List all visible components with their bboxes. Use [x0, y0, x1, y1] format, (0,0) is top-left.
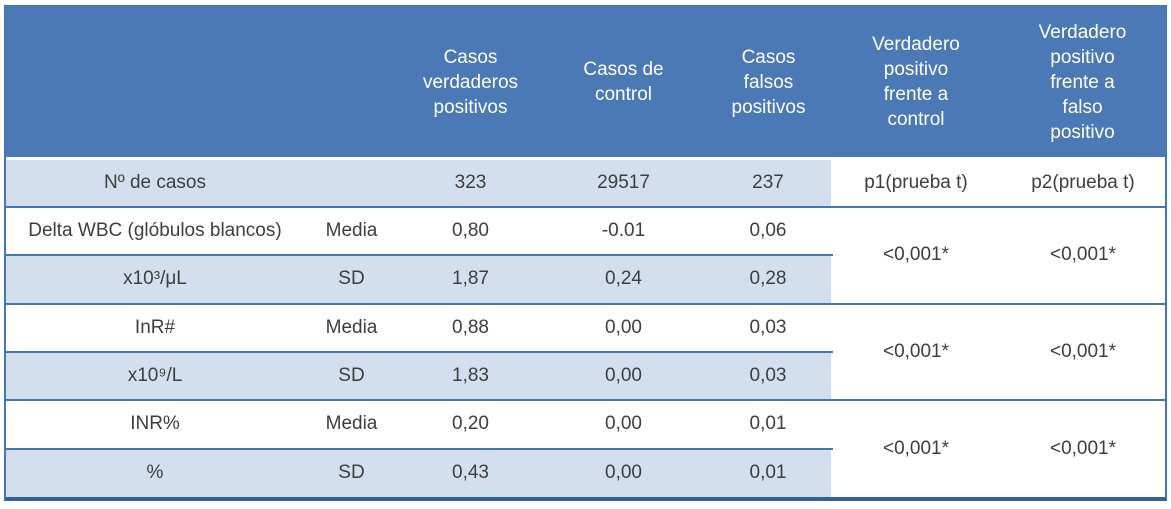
group1-media-tp: 0,80 — [399, 206, 542, 257]
group2-p2-value: <0,001* — [999, 303, 1165, 402]
header-true-positive: Casos verdaderos positivos — [399, 7, 542, 160]
group1-sd-row: x10³/μL SD 1,87 0,24 0,28 — [6, 255, 1165, 305]
group3-name-label: INR% — [6, 400, 304, 450]
group2-sd-control: 0,00 — [542, 351, 705, 402]
group2-sd-stat: SD — [304, 351, 399, 402]
group3-media-tp: 0,20 — [399, 400, 542, 450]
group1-unit-label: x10³/μL — [6, 255, 304, 305]
group1-sd-tp: 1,87 — [399, 255, 542, 305]
group2-media-row: InR# Media 0,88 0,00 0,03 <0,001* <0,001… — [6, 303, 1165, 402]
group2-media-tp: 0,88 — [399, 303, 542, 353]
group1-media-control: -0.01 — [542, 206, 705, 257]
statistics-table: Casos verdaderos positivos Casos de cont… — [6, 7, 1165, 497]
statistics-table-container: Casos verdaderos positivos Casos de cont… — [4, 5, 1167, 501]
group2-name-label: InR# — [6, 303, 304, 353]
header-false-positive: Casos falsos positivos — [705, 7, 832, 160]
group2-media-stat: Media — [304, 303, 399, 353]
group2-unit-label: x10⁹/L — [6, 351, 304, 402]
group2-media-fp: 0,03 — [705, 303, 832, 353]
header-empty-stat — [304, 7, 399, 160]
header-control: Casos de control — [542, 7, 705, 160]
group3-media-control: 0,00 — [542, 400, 705, 450]
count-row-label: Nº de casos — [6, 158, 304, 208]
group2-sd-tp: 1,83 — [399, 351, 542, 402]
group3-media-stat: Media — [304, 400, 399, 450]
group3-p1-value: <0,001* — [831, 400, 1000, 497]
count-row: Nº de casos 323 29517 237 p1(prueba t) p… — [6, 158, 1165, 208]
group2-sd-row: x10⁹/L SD 1,83 0,00 0,03 — [6, 351, 1165, 402]
count-p1-label: p1(prueba t) — [831, 158, 1000, 208]
group3-sd-stat: SD — [304, 448, 399, 497]
group1-media-stat: Media — [304, 206, 399, 257]
count-control: 29517 — [542, 158, 705, 208]
group1-media-fp: 0,06 — [705, 206, 832, 257]
group1-sd-stat: SD — [304, 255, 399, 305]
group1-p1-value: <0,001* — [831, 206, 1000, 305]
group1-name-label: Delta WBC (glóbulos blancos) — [6, 206, 304, 257]
group2-media-control: 0,00 — [542, 303, 705, 353]
group1-p2-value: <0,001* — [999, 206, 1165, 305]
group3-sd-fp: 0,01 — [705, 448, 832, 497]
count-row-spacer — [304, 158, 399, 208]
count-p2-label: p2(prueba t) — [999, 158, 1165, 208]
group3-sd-control: 0,00 — [542, 448, 705, 497]
group3-sd-row: % SD 0,43 0,00 0,01 — [6, 448, 1165, 497]
group3-media-fp: 0,01 — [705, 400, 832, 450]
group2-p1-value: <0,001* — [831, 303, 1000, 402]
header-tp-vs-control: Verdadero positivo frente a control — [832, 7, 1000, 160]
count-false-positive: 237 — [705, 158, 832, 208]
header-empty-label — [6, 7, 304, 160]
group3-media-row: INR% Media 0,20 0,00 0,01 <0,001* <0,001… — [6, 400, 1165, 497]
group3-p2-value: <0,001* — [999, 400, 1165, 497]
group3-sd-tp: 0,43 — [399, 448, 542, 497]
header-tp-vs-fp: Verdadero positivo frente a falso positi… — [1000, 7, 1165, 160]
header-row: Casos verdaderos positivos Casos de cont… — [6, 7, 1165, 160]
count-true-positive: 323 — [399, 158, 542, 208]
group3-unit-label: % — [6, 448, 304, 497]
group2-sd-fp: 0,03 — [705, 351, 832, 402]
group1-media-row: Delta WBC (glóbulos blancos) Media 0,80 … — [6, 206, 1165, 305]
group1-sd-fp: 0,28 — [705, 255, 832, 305]
group1-sd-control: 0,24 — [542, 255, 705, 305]
